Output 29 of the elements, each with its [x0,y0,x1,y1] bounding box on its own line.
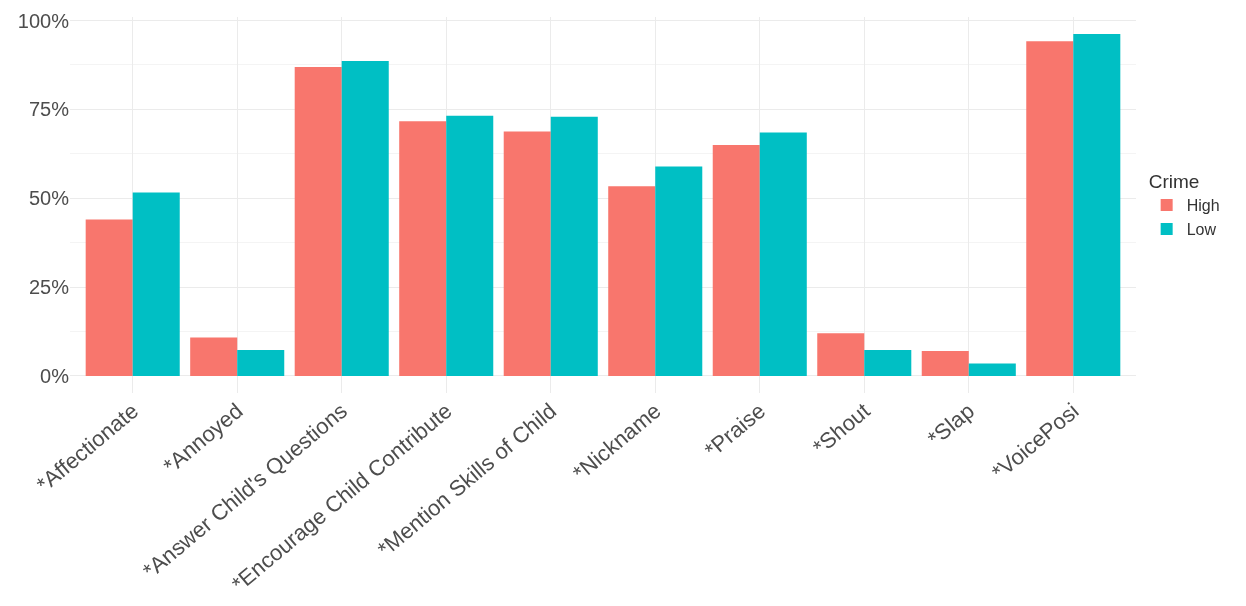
bar [132,192,180,376]
bar [655,166,703,376]
bar [864,350,912,376]
legend-label: High [1186,197,1220,215]
y-tick-label: 0% [40,364,70,387]
y-tick-label: 75% [28,98,70,121]
y-tick-label: 50% [28,187,70,210]
bar [1073,34,1121,376]
legend-title: Crime [1148,171,1200,193]
bar [341,61,389,376]
bar [550,116,598,376]
bar [446,115,494,376]
bar [503,131,551,376]
y-tick-label: 100% [17,9,70,32]
bar [968,363,1016,376]
bar [190,337,238,376]
y-tick-label: 25% [28,276,70,299]
bar [399,121,447,376]
x-tick-label: *Slap [922,398,980,452]
bar [608,186,656,376]
bar [921,351,969,376]
bar [817,333,865,376]
bar [85,219,133,376]
bar [1026,41,1074,376]
bar [712,144,760,376]
legend-label: Low [1186,221,1217,239]
bar [237,350,285,376]
bar [759,132,807,376]
bar [294,67,342,376]
